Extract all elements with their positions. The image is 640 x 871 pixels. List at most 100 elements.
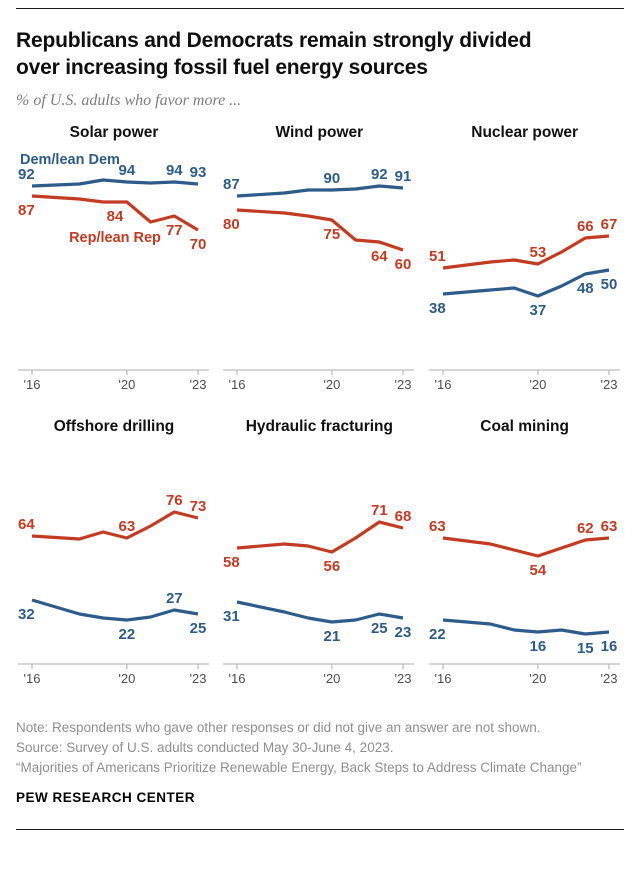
value-label: 53 <box>529 244 546 261</box>
x-tick-label: '23 <box>600 671 617 686</box>
report-title: “Majorities of Americans Prioritize Rene… <box>16 760 582 776</box>
value-label: 22 <box>119 626 136 643</box>
x-tick-label: '20 <box>324 671 341 686</box>
x-tick-label: '20 <box>324 377 341 392</box>
value-label: 32 <box>18 606 35 623</box>
panel-chart: '16 '20 '23 51 53 66 67 38 37 48 50 <box>428 216 620 392</box>
value-label: 21 <box>324 628 341 645</box>
x-tick-label: '20 <box>118 671 135 686</box>
series-name-label-rep: Rep/lean Rep <box>69 230 161 246</box>
chart-panel: Coal mining '16 '20 '23 63 54 62 63 22 16 15 16 <box>427 418 623 688</box>
value-label: 25 <box>190 620 207 637</box>
panel-title: Hydraulic fracturing <box>245 417 393 435</box>
value-label: 62 <box>577 520 594 537</box>
value-label: 51 <box>429 248 446 265</box>
x-tick-label: '23 <box>395 671 412 686</box>
value-label: 66 <box>577 218 594 235</box>
trend-line-rep <box>442 535 609 558</box>
panel-title: Wind power <box>275 123 364 141</box>
value-label: 87 <box>18 202 35 219</box>
chart-panel: Offshore drilling '16 '20 '23 64 63 76 73 32 22 27… <box>16 418 212 688</box>
trend-line-dem <box>237 183 404 198</box>
value-label: 73 <box>190 498 207 515</box>
value-label: 84 <box>107 208 124 225</box>
x-tick-label: '23 <box>395 377 412 392</box>
chart-panel: Solar power '16 '20 '23 92 94 94 93 Dem/lean Dem… <box>16 124 212 394</box>
x-tick-label: '16 <box>24 671 41 686</box>
value-label: 27 <box>166 590 183 607</box>
chart-panel: Nuclear power '16 '20 '23 51 53 66 67 38 37 48 50 <box>427 124 623 394</box>
value-label: 16 <box>600 638 617 655</box>
x-tick-label: '20 <box>529 671 546 686</box>
footer: Note: Respondents who gave other respons… <box>16 718 624 831</box>
series-name-label-dem: Dem/lean Dem <box>20 152 120 168</box>
chart-panel: Hydraulic fracturing '16 '20 '23 58 56 71 68 31 2… <box>221 418 417 688</box>
page-title: Republicans and Democrats remain strongl… <box>16 27 624 82</box>
panel-chart: '16 '20 '23 64 63 76 73 32 22 27 25 <box>18 492 209 686</box>
value-label: 60 <box>395 256 412 273</box>
value-label: 92 <box>18 166 35 183</box>
value-label: 70 <box>190 236 207 253</box>
chart-panel: Wind power '16 '20 '23 87 90 92 91 80 75 64 60 <box>221 124 417 394</box>
value-label: 94 <box>166 162 183 179</box>
value-label: 31 <box>223 608 240 625</box>
value-label: 80 <box>223 216 240 233</box>
value-label: 87 <box>223 176 240 193</box>
subtitle: % of U.S. adults who favor more ... <box>16 91 242 109</box>
x-tick-label: '20 <box>118 377 135 392</box>
brand: PEW RESEARCH CENTER <box>16 790 196 806</box>
value-label: 38 <box>429 300 446 317</box>
value-label: 75 <box>324 226 341 243</box>
value-label: 63 <box>600 518 617 535</box>
panel-chart: '16 '20 '23 58 56 71 68 31 21 25 23 <box>223 502 415 686</box>
value-label: 93 <box>190 164 207 181</box>
value-label: 37 <box>529 302 546 319</box>
trend-line-dem <box>442 268 609 298</box>
x-tick-label: '16 <box>434 671 451 686</box>
top-rule <box>16 8 624 9</box>
value-label: 56 <box>324 558 341 575</box>
trend-line-dem <box>442 617 609 636</box>
source-text: Source: Survey of U.S. adults conducted … <box>16 739 394 755</box>
x-tick-label: '16 <box>24 377 41 392</box>
trend-line-rep <box>31 509 199 541</box>
panel-chart: '16 '20 '23 63 54 62 63 22 16 15 16 <box>428 518 620 686</box>
title-line: over increasing fossil fuel energy sourc… <box>16 56 428 80</box>
value-label: 71 <box>371 502 388 519</box>
value-label: 64 <box>18 516 35 533</box>
panel-title: Nuclear power <box>471 123 579 141</box>
value-label: 76 <box>166 492 183 509</box>
note-text: Note: Respondents who gave other respons… <box>16 719 541 735</box>
title-line: Republicans and Democrats remain strongl… <box>16 29 532 52</box>
x-tick-label: '23 <box>190 671 207 686</box>
value-label: 58 <box>223 554 240 571</box>
value-label: 16 <box>529 638 546 655</box>
panel-title: Solar power <box>69 123 159 141</box>
value-label: 68 <box>395 508 412 525</box>
x-tick-label: '23 <box>190 377 207 392</box>
trend-line-dem <box>236 600 404 624</box>
bottom-rule <box>16 829 624 831</box>
panel-chart: '16 '20 '23 87 90 92 91 80 75 64 60 <box>223 166 415 392</box>
panel-title: Coal mining <box>480 417 569 435</box>
trend-line-dem <box>31 177 199 188</box>
trend-line-rep <box>442 233 609 270</box>
value-label: 54 <box>529 562 546 579</box>
value-label: 15 <box>577 640 594 657</box>
trend-line-rep <box>31 193 199 231</box>
charts-grid: Solar power '16 '20 '23 92 94 94 93 Dem/lean Dem… <box>16 124 624 688</box>
value-label: 90 <box>324 170 341 187</box>
value-label: 94 <box>119 162 136 179</box>
x-tick-label: '16 <box>229 671 246 686</box>
value-label: 25 <box>371 620 388 637</box>
x-tick-label: '16 <box>434 377 451 392</box>
value-label: 63 <box>119 518 136 535</box>
panel-chart: '16 '20 '23 92 94 94 93 Dem/lean Dem 87 84 77 70 Rep… <box>18 152 209 392</box>
value-label: 23 <box>395 624 412 641</box>
trend-line-rep <box>237 519 404 554</box>
value-label: 63 <box>429 518 446 535</box>
value-label: 91 <box>395 168 412 185</box>
trend-line-dem <box>31 598 199 622</box>
x-tick-label: '23 <box>600 377 617 392</box>
